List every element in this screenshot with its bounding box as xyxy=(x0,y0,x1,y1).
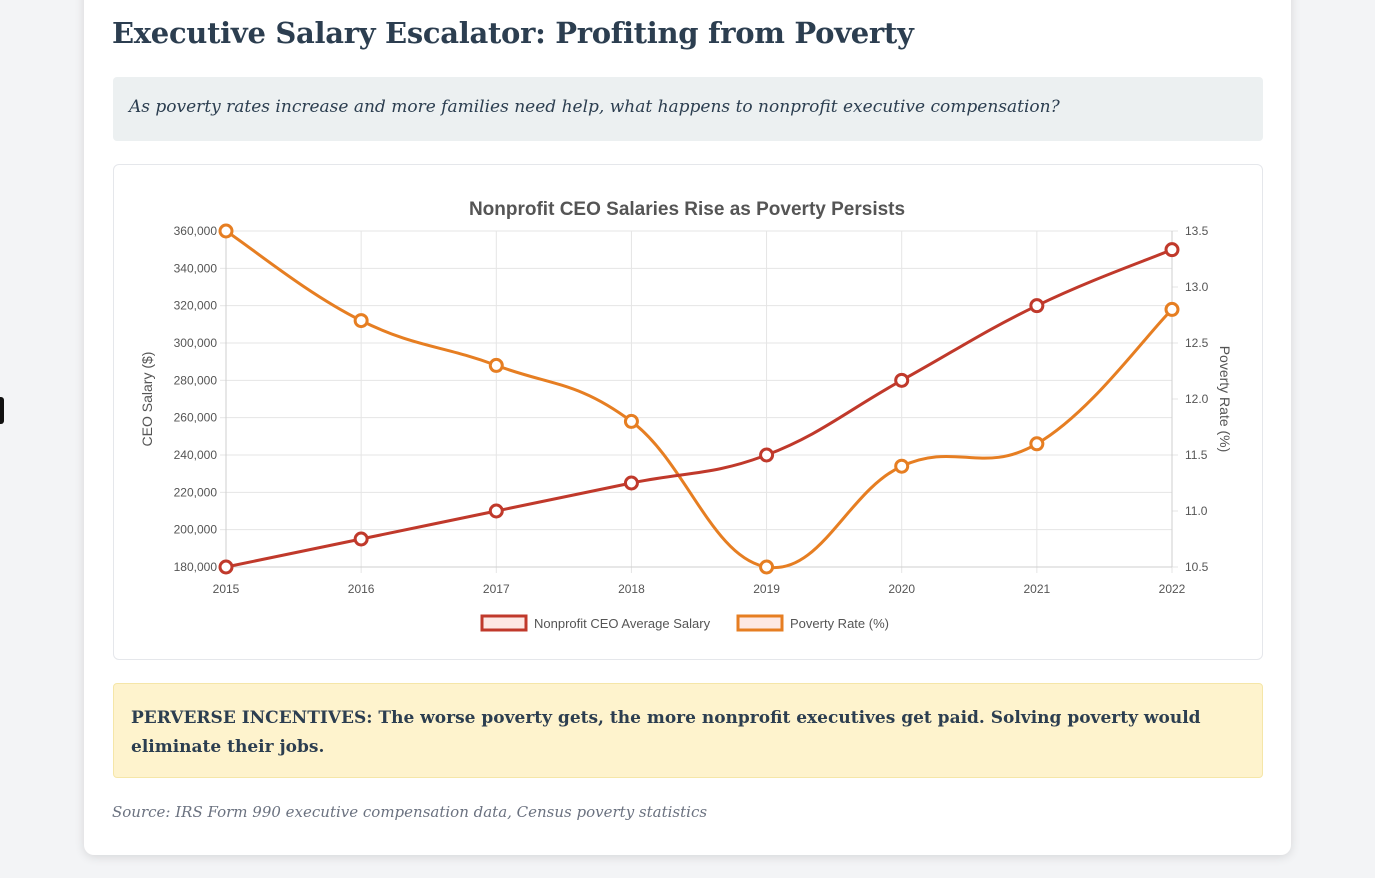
data-point-salary xyxy=(1029,298,1045,314)
data-point-salary xyxy=(353,531,369,547)
data-point-salary xyxy=(894,372,910,388)
data-point-salary xyxy=(1164,242,1180,258)
y-tick-label-right: 12.0 xyxy=(1185,392,1209,406)
legend-label-poverty: Poverty Rate (%) xyxy=(790,616,889,631)
y-tick-label-right: 11.5 xyxy=(1185,448,1208,462)
series-lines xyxy=(225,229,1174,570)
data-points xyxy=(218,223,1180,575)
data-point-salary xyxy=(759,447,775,463)
data-point-poverty xyxy=(218,223,234,239)
y-tick-label-left: 240,000 xyxy=(174,448,218,462)
y-tick-label-left: 320,000 xyxy=(174,299,218,313)
legend-label-salary: Nonprofit CEO Average Salary xyxy=(534,616,711,631)
page-title: Executive Salary Escalator: Profiting fr… xyxy=(112,16,914,50)
y-tick-label-right: 13.0 xyxy=(1185,280,1209,294)
y-tick-label-right: 11.0 xyxy=(1185,504,1208,518)
x-tick-label: 2016 xyxy=(348,582,375,596)
x-tick-label: 2021 xyxy=(1024,582,1051,596)
data-point-salary xyxy=(488,503,504,519)
x-tick-label: 2017 xyxy=(483,582,510,596)
x-tick-label: 2018 xyxy=(618,582,645,596)
y-tick-label-right: 10.5 xyxy=(1185,560,1209,574)
y-tick-label-left: 340,000 xyxy=(174,261,218,275)
chart-container: 180,000 200,000 220,000 240,000 260,000 280,0… xyxy=(113,164,1263,660)
y-tick-label-right: 12.5 xyxy=(1185,336,1209,350)
data-point-poverty xyxy=(623,413,639,429)
data-point-salary xyxy=(218,559,234,575)
x-tick-label: 2022 xyxy=(1159,582,1186,596)
data-point-poverty xyxy=(1164,301,1180,317)
data-point-poverty xyxy=(759,559,775,575)
legend-swatch-salary xyxy=(480,614,528,632)
grid-lines xyxy=(225,230,1173,573)
y-tick-label-left: 300,000 xyxy=(174,336,218,350)
axes: 180,000 200,000 220,000 240,000 260,000 280,0… xyxy=(174,224,1209,596)
y-tick-label-left: 360,000 xyxy=(174,224,218,238)
y-axis-left-label: CEO Salary ($) xyxy=(139,352,155,447)
y-tick-label-left: 200,000 xyxy=(174,523,218,537)
y-tick-label-left: 280,000 xyxy=(174,373,218,387)
data-point-poverty xyxy=(353,313,369,329)
dual-axis-line-chart: 180,000 200,000 220,000 240,000 260,000 280,0… xyxy=(139,199,1233,632)
x-tick-label: 2015 xyxy=(213,582,240,596)
legend-swatch-poverty xyxy=(736,614,784,632)
y-tick-label-left: 260,000 xyxy=(174,411,218,425)
intro-callout: As poverty rates increase and more famil… xyxy=(113,77,1263,141)
window-edge-handle xyxy=(0,397,4,424)
y-tick-label-right: 13.5 xyxy=(1185,224,1209,238)
warning-callout: PERVERSE INCENTIVES: The worse poverty g… xyxy=(113,683,1263,778)
x-tick-label: 2019 xyxy=(753,582,780,596)
series-line-salary xyxy=(225,248,1173,569)
data-point-salary xyxy=(623,475,639,491)
y-tick-label-left: 220,000 xyxy=(174,485,218,499)
x-tick-label: 2020 xyxy=(888,582,915,596)
chart-legend: Nonprofit CEO Average Salary Poverty Rate… xyxy=(480,614,889,632)
y-axis-right-label: Poverty Rate (%) xyxy=(1217,346,1233,453)
y-tick-label-left: 180,000 xyxy=(174,560,218,574)
data-point-poverty xyxy=(1029,436,1045,452)
chart-title: Nonprofit CEO Salaries Rise as Poverty P… xyxy=(469,199,905,220)
source-note: Source: IRS Form 990 executive compensat… xyxy=(112,803,708,821)
series-line-poverty xyxy=(225,229,1174,570)
data-point-poverty xyxy=(894,458,910,474)
data-point-poverty xyxy=(488,357,504,373)
